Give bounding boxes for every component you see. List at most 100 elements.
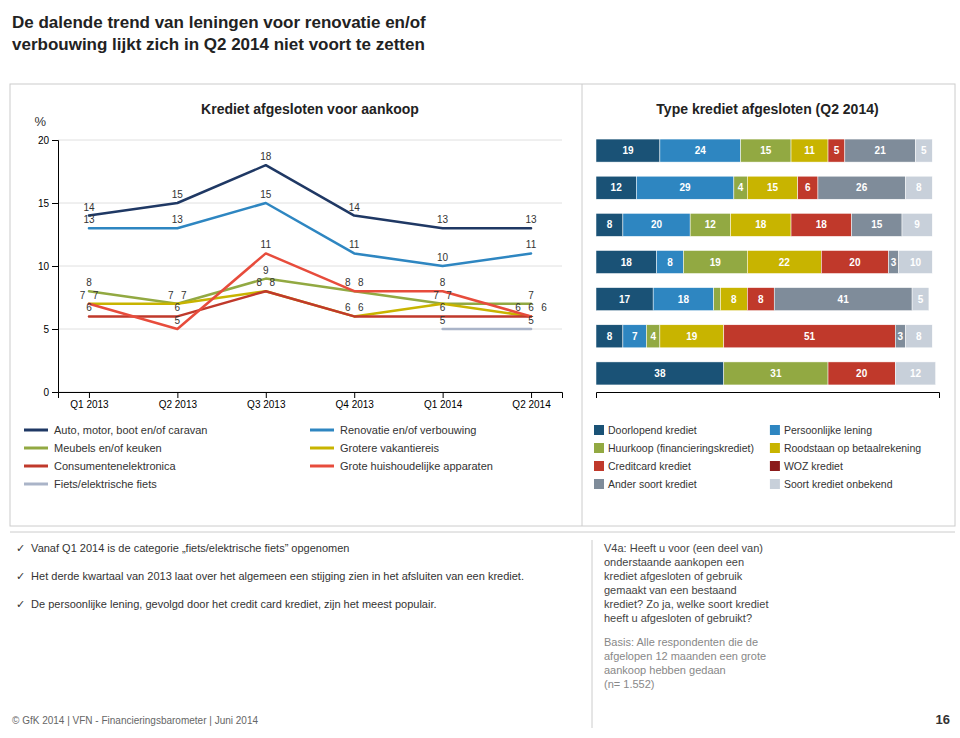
bar-segment bbox=[915, 139, 932, 162]
data-label: 6 bbox=[175, 302, 181, 313]
tick-mark bbox=[354, 392, 355, 398]
bar-segment bbox=[660, 325, 724, 348]
legend-swatch bbox=[310, 447, 334, 450]
legend-label: Persoonlijke lening bbox=[784, 424, 872, 436]
series-line bbox=[89, 291, 531, 316]
footer-question: V4a: Heeft u voor (een deel van)ondersta… bbox=[604, 542, 768, 624]
data-label: 22 bbox=[779, 257, 791, 268]
data-label: 29 bbox=[680, 182, 692, 193]
bar-segment bbox=[912, 288, 929, 311]
data-label: 20 bbox=[651, 219, 663, 230]
legend-swatch bbox=[594, 443, 604, 453]
data-label: 9 bbox=[914, 219, 920, 230]
data-label: 11 bbox=[526, 239, 537, 250]
legend-label: Auto, motor, boot en/of caravan bbox=[54, 424, 207, 436]
bar-segment bbox=[828, 139, 845, 162]
data-label: 7 bbox=[181, 290, 187, 301]
tick-label: Q3 2013 bbox=[247, 399, 286, 410]
y-tick: 20 bbox=[38, 135, 58, 146]
text-line: Basis: Alle respondenten die de bbox=[604, 636, 758, 648]
data-label: 8 bbox=[758, 294, 764, 305]
y-tick: 15 bbox=[38, 198, 58, 209]
text-line: (n= 1.552) bbox=[604, 678, 654, 690]
bar-segment bbox=[818, 176, 905, 199]
bar-segment bbox=[741, 139, 791, 162]
y-axis-label: % bbox=[34, 114, 46, 129]
data-label: 4 bbox=[650, 331, 656, 342]
text-line: aankoop hebben gedaan bbox=[604, 664, 726, 676]
data-label: 13 bbox=[525, 214, 537, 225]
bar-segment bbox=[821, 250, 888, 273]
bar-segment bbox=[774, 288, 912, 311]
legend-swatch bbox=[594, 479, 604, 489]
legend-swatch bbox=[24, 483, 48, 486]
plot bbox=[89, 165, 531, 329]
data-label: 8 bbox=[86, 277, 92, 288]
data-label: 5 bbox=[918, 294, 924, 305]
bar-segment bbox=[714, 288, 721, 311]
data-label: 38 bbox=[654, 368, 666, 379]
data-label: 18 bbox=[755, 219, 767, 230]
tick-mark bbox=[52, 392, 58, 393]
legend-label: Ander soort krediet bbox=[608, 478, 697, 490]
footer-note: ✓ De persoonlijke lening, gevolgd door h… bbox=[16, 598, 437, 610]
x-axis bbox=[597, 393, 940, 399]
data-label: 19 bbox=[622, 145, 634, 156]
bar-segment bbox=[657, 250, 684, 273]
data-label: 5 bbox=[175, 315, 181, 326]
x-tick: Q3 2013 bbox=[247, 392, 286, 410]
data-label: 11 bbox=[804, 145, 815, 156]
tick-label: Q1 2014 bbox=[424, 399, 463, 410]
data-label: 5 bbox=[440, 315, 446, 326]
panel-frame bbox=[10, 84, 955, 526]
data-label: 7 bbox=[93, 290, 99, 301]
data-label: 7 bbox=[528, 290, 534, 301]
tick-mark bbox=[89, 392, 90, 398]
bar-segment bbox=[636, 176, 734, 199]
bar-segment bbox=[791, 213, 852, 236]
data-label: 6 bbox=[805, 182, 811, 193]
bar-segment bbox=[724, 362, 828, 385]
legend-label: Grotere vakantiereis bbox=[340, 442, 440, 454]
data-label: 17 bbox=[619, 294, 631, 305]
legend-swatch bbox=[594, 425, 604, 435]
data-label: 11 bbox=[349, 239, 360, 250]
legend-swatch bbox=[24, 429, 48, 432]
data-label: 8 bbox=[731, 294, 737, 305]
y-tick: 10 bbox=[38, 261, 58, 272]
legend-swatch bbox=[24, 447, 48, 450]
footer-source: © GfK 2014 | VFN - Financieringsbaromete… bbox=[12, 715, 258, 726]
data-label: 20 bbox=[849, 257, 861, 268]
bar-segment bbox=[596, 139, 660, 162]
data-label: 9 bbox=[263, 265, 269, 276]
bar-segment bbox=[653, 288, 714, 311]
footer-basis: Basis: Alle respondenten die deafgelopen… bbox=[604, 636, 766, 690]
data-label: 6 bbox=[440, 302, 446, 313]
bar-segment bbox=[596, 325, 623, 348]
data-labels: 1912818178382429208187154121943111151822… bbox=[607, 145, 927, 379]
bar-segment bbox=[889, 250, 899, 273]
tick-mark bbox=[266, 392, 267, 398]
series-line bbox=[89, 291, 531, 316]
bar-segment bbox=[747, 250, 821, 273]
legend-label: Renovatie en/of verbouwing bbox=[340, 424, 476, 436]
data-label: 5 bbox=[921, 145, 927, 156]
data-label: 14 bbox=[83, 202, 95, 213]
page-number: 16 bbox=[936, 712, 950, 727]
page-title: verbouwing lijkt zich in Q2 2014 niet vo… bbox=[12, 35, 425, 54]
legend: Doorlopend kredietPersoonlijke leningHuu… bbox=[594, 424, 921, 490]
bar-segment bbox=[596, 213, 623, 236]
panel-divider bbox=[582, 84, 583, 526]
text-line: krediet? Zo ja, welke soort krediet bbox=[604, 598, 768, 610]
chart-title: Krediet afgesloten voor aankoop bbox=[201, 101, 419, 117]
data-label: 51 bbox=[804, 331, 816, 342]
bar-segment bbox=[895, 362, 935, 385]
legend-swatch bbox=[310, 429, 334, 432]
data-label: 18 bbox=[621, 257, 633, 268]
legend-label: Doorlopend krediet bbox=[608, 424, 697, 436]
data-label: 7 bbox=[80, 290, 86, 301]
tick-mark bbox=[531, 392, 532, 398]
bar-segment bbox=[690, 213, 730, 236]
bar-segment bbox=[902, 213, 932, 236]
bar-segment bbox=[895, 325, 905, 348]
